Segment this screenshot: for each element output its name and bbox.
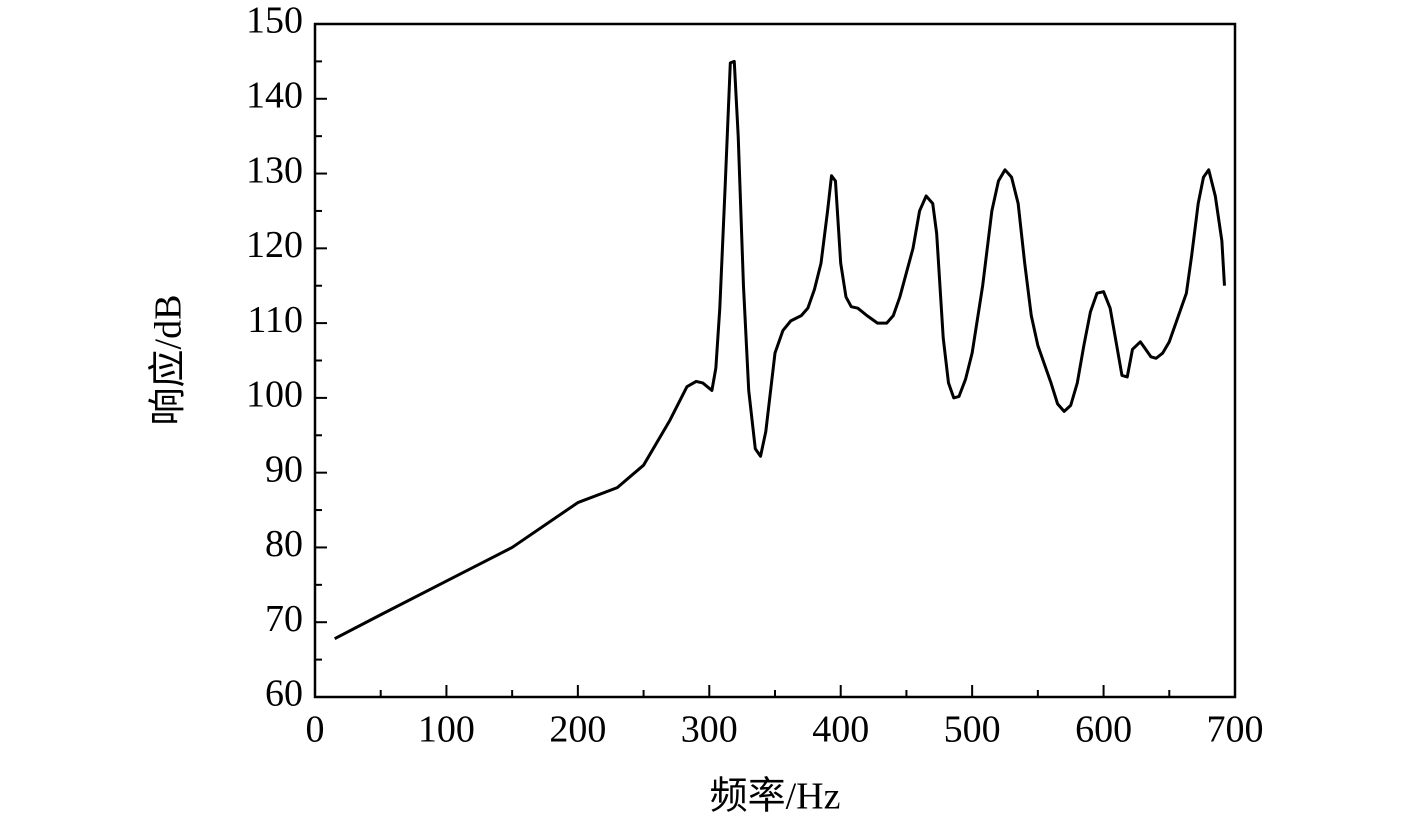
x-tick-label: 400: [812, 709, 869, 751]
x-tick-label: 700: [1207, 709, 1264, 751]
y-tick-label: 150: [246, 0, 303, 42]
y-tick-label: 60: [265, 673, 303, 715]
y-tick-label: 110: [247, 299, 303, 341]
y-tick-label: 70: [265, 598, 303, 640]
x-tick-label: 600: [1075, 709, 1132, 751]
y-tick-label: 120: [246, 224, 303, 266]
y-tick-label: 140: [246, 74, 303, 116]
x-tick-label: 500: [944, 709, 1001, 751]
data-line: [334, 59, 1226, 641]
y-axis-label: 响应/dB: [148, 295, 190, 426]
y-tick-label: 80: [265, 523, 303, 565]
x-tick-label: 300: [681, 709, 738, 751]
y-tick-label: 100: [246, 374, 303, 416]
y-tick-label: 90: [265, 448, 303, 490]
x-tick-label: 200: [549, 709, 606, 751]
x-axis-label: 频率/Hz: [710, 776, 841, 818]
y-tick-label: 130: [246, 149, 303, 191]
x-tick-label: 100: [418, 709, 475, 751]
x-tick-label: 0: [306, 709, 325, 751]
